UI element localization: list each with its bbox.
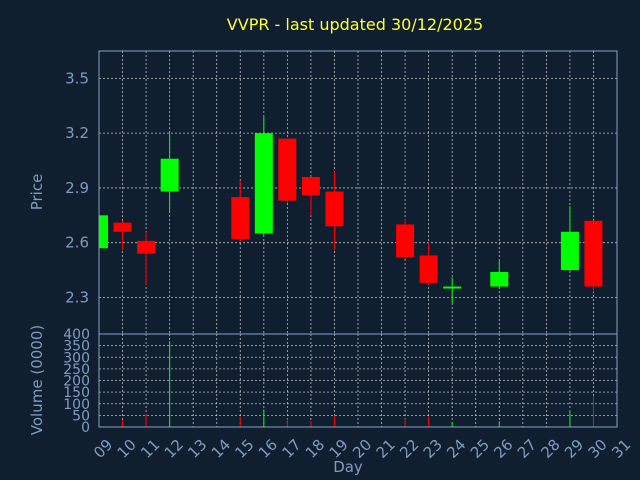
x-tick-label: 12 <box>161 436 187 462</box>
volume-tick-label: 400 <box>63 327 90 343</box>
candle-body <box>584 220 603 287</box>
volume-tick-label: 0 <box>81 420 90 436</box>
candle-body <box>325 191 344 227</box>
x-tick-label: 24 <box>443 436 469 462</box>
volume-tick-label: 300 <box>63 350 90 366</box>
candle-body <box>113 222 132 232</box>
x-tick-label: 22 <box>396 436 422 462</box>
x-tick-label: 15 <box>231 436 257 462</box>
candle-body <box>560 231 579 271</box>
price-tick-label: 3.5 <box>65 69 89 87</box>
volume-tick-label: 150 <box>63 385 90 401</box>
candle-body <box>396 224 415 258</box>
price-axis-label: Price <box>28 174 46 211</box>
volume-grid <box>98 333 618 428</box>
x-tick-label: 09 <box>90 436 116 462</box>
x-tick-label: 30 <box>585 436 611 462</box>
candle-body <box>254 133 273 234</box>
x-tick-label: 23 <box>420 436 446 462</box>
x-tick-label: 25 <box>467 436 493 462</box>
x-tick-label: 18 <box>302 436 328 462</box>
x-tick-label: 10 <box>114 436 140 462</box>
x-tick-label: 14 <box>208 436 234 462</box>
volume-tick-label: 350 <box>63 339 90 355</box>
x-tick-label: 28 <box>537 436 563 462</box>
price-grid <box>98 51 618 334</box>
x-axis-label: Day <box>333 458 363 476</box>
candle-body <box>443 286 462 289</box>
candle-body <box>99 215 108 249</box>
x-tick-label: 27 <box>514 436 540 462</box>
volume-axis-label: Volume (0000) <box>28 325 46 435</box>
candle-body <box>419 255 438 283</box>
candle-body <box>301 176 320 196</box>
x-tick-label: 17 <box>278 436 304 462</box>
price-tick-label: 2.3 <box>65 288 89 306</box>
price-tick-label: 2.6 <box>65 234 89 252</box>
x-tick-label: 13 <box>184 436 210 462</box>
volume-tick-label: 250 <box>63 362 90 378</box>
x-tick-label: 21 <box>373 436 399 462</box>
x-tick-label: 26 <box>490 436 516 462</box>
price-tick-label: 2.9 <box>65 179 89 197</box>
candle-body <box>231 197 250 240</box>
volume-bars <box>98 340 594 427</box>
chart-title: VVPR - last updated 30/12/2025 <box>227 15 483 34</box>
volume-tick-label: 100 <box>63 397 90 413</box>
candle-body <box>137 240 156 254</box>
volume-tick-label: 200 <box>63 374 90 390</box>
candle-body <box>278 138 297 201</box>
x-ticks: 0910111213141516171819202122232425262728… <box>90 436 634 462</box>
candle-body <box>160 158 179 192</box>
candle-body <box>490 271 509 287</box>
x-tick-label: 11 <box>137 436 163 462</box>
candles <box>98 116 603 303</box>
price-y-ticks: 3.5 3.2 2.9 2.6 2.3 <box>65 69 89 306</box>
price-tick-label: 3.2 <box>65 124 89 142</box>
x-tick-label: 16 <box>255 436 281 462</box>
volume-panel-frame <box>98 333 618 428</box>
x-tick-label: 29 <box>561 436 587 462</box>
x-tick-label: 31 <box>608 436 634 462</box>
volume-tick-label: 50 <box>72 408 90 424</box>
